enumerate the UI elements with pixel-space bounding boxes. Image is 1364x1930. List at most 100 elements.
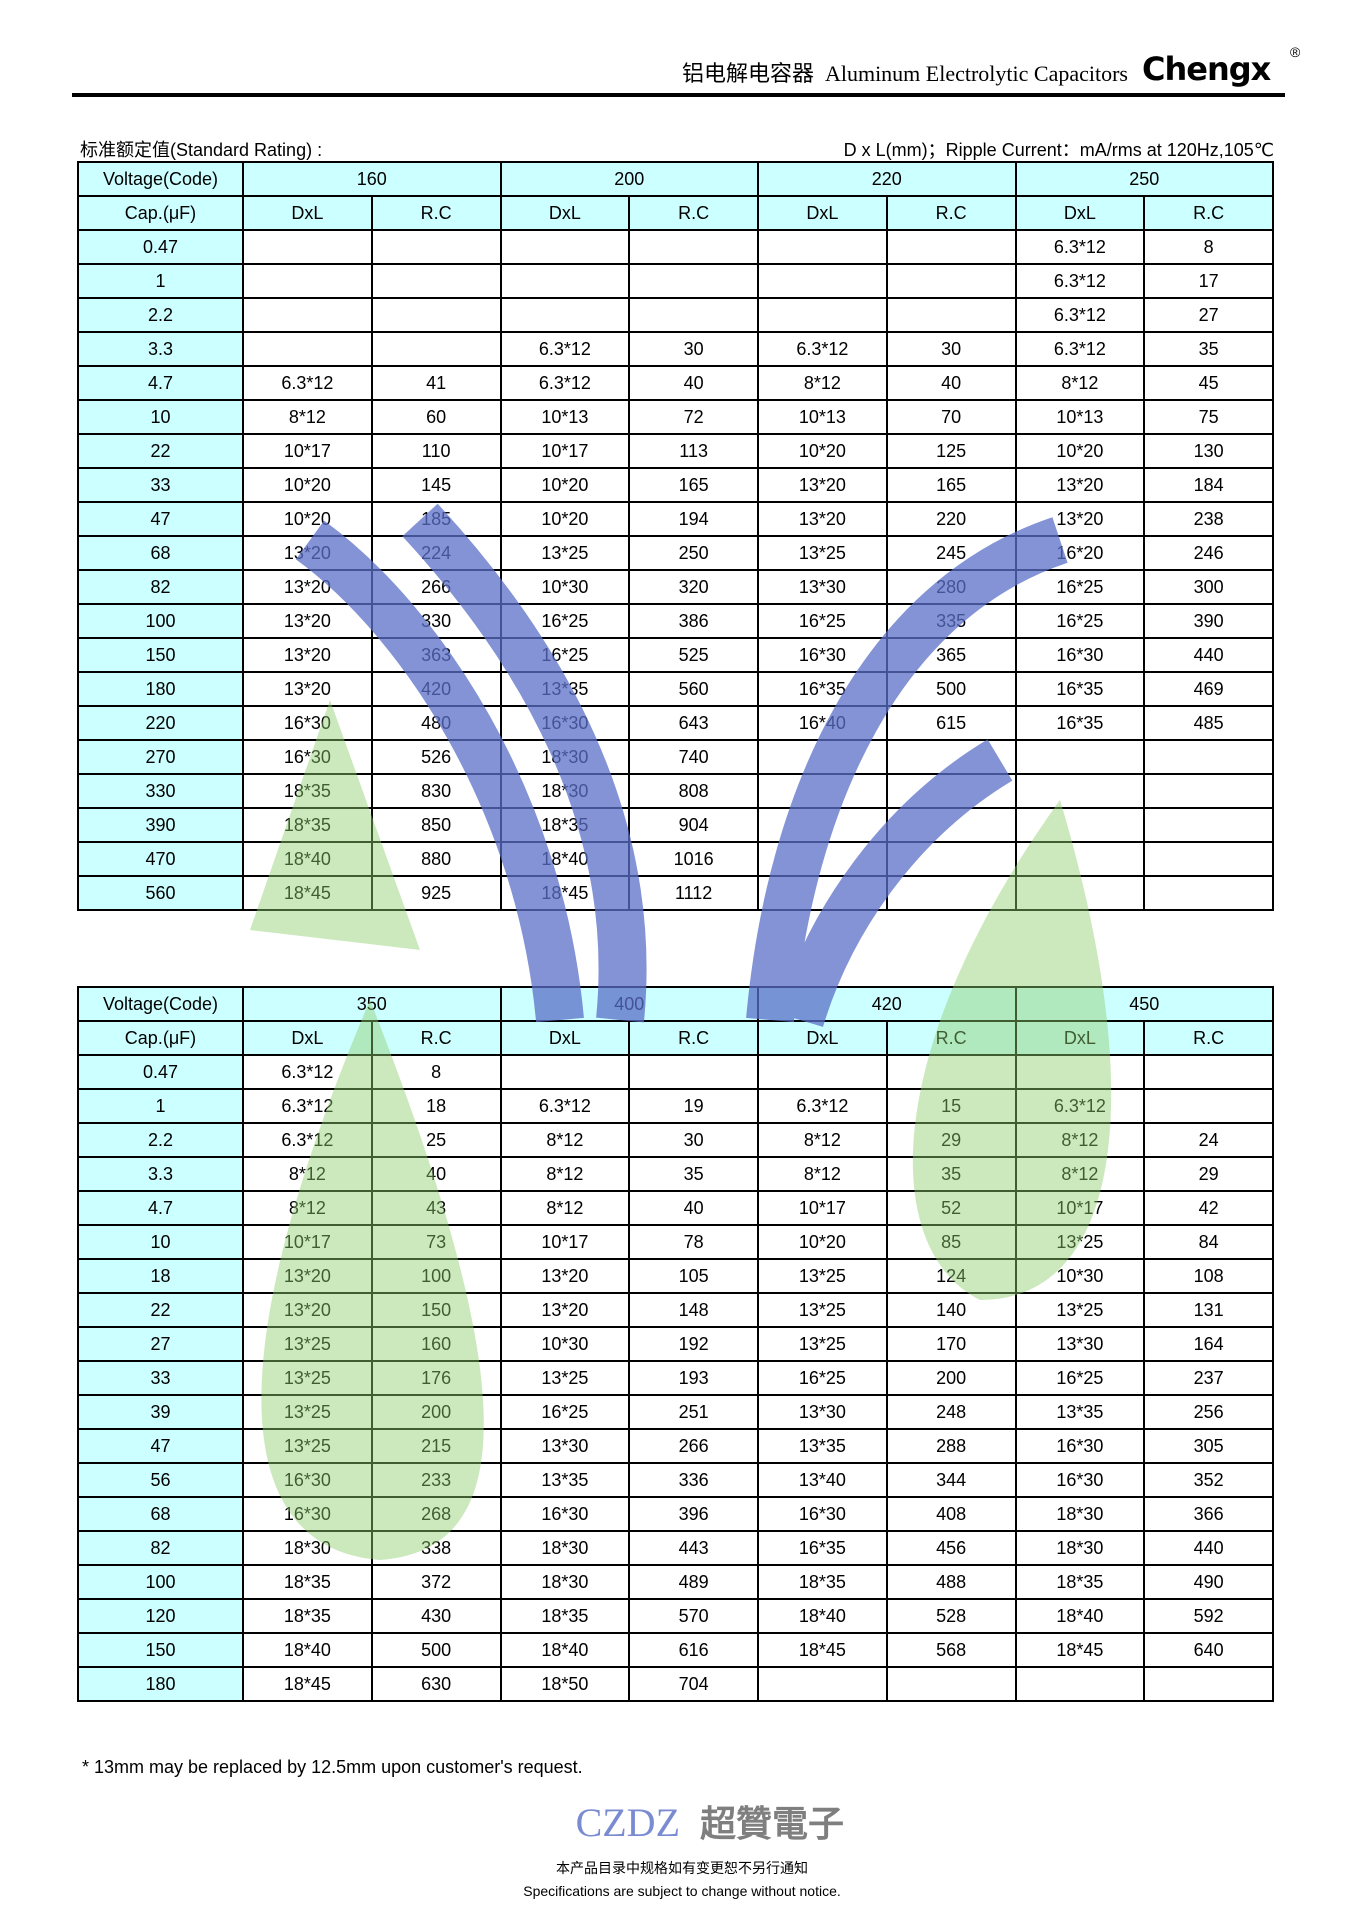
capacitance-cell: 330 <box>77 773 244 809</box>
dxl-cell: 13*25 <box>757 1292 888 1328</box>
ripple-current-cell: 105 <box>628 1258 759 1294</box>
voltage-header-row: Voltage(Code) 350 400 420 450 <box>77 986 1274 1022</box>
ripple-current-cell: 184 <box>1143 467 1274 503</box>
ripple-current-cell: 35 <box>628 1156 759 1192</box>
dxl-cell: 13*35 <box>1014 1394 1146 1430</box>
dxl-cell <box>1014 773 1146 809</box>
table-row: 120 18*35 430 18*35 570 18*40 528 18*40 592 <box>77 1598 1274 1634</box>
table-row: 150 18*40 500 18*40 616 18*45 568 18*45 640 <box>77 1632 1274 1668</box>
table-row: 100 13*20 330 16*25 386 16*25 335 16*25 390 <box>77 603 1274 639</box>
ripple-current-cell: 365 <box>885 637 1017 673</box>
footer-en: Specifications are subject to change wit… <box>523 1883 841 1899</box>
ripple-current-cell: 490 <box>1143 1564 1274 1600</box>
ripple-current-cell <box>885 263 1017 299</box>
ripple-current-cell: 41 <box>370 365 502 401</box>
dxl-cell <box>757 841 888 877</box>
ripple-current-cell: 170 <box>885 1326 1017 1362</box>
ripple-current-cell: 808 <box>628 773 759 809</box>
table-row: 0.47 6.3*12 8 <box>77 229 1274 265</box>
dxl-cell <box>1014 739 1146 775</box>
dxl-cell <box>242 331 373 367</box>
ripple-current-cell: 592 <box>1143 1598 1274 1634</box>
capacitance-cell: 120 <box>77 1598 244 1634</box>
ripple-current-cell: 630 <box>370 1666 502 1702</box>
ripple-current-cell: 110 <box>370 433 502 469</box>
dxl-cell: 16*25 <box>1014 569 1146 605</box>
capacitance-cell: 33 <box>77 1360 244 1396</box>
ripple-current-cell: 643 <box>628 705 759 741</box>
rc-header: R.C <box>628 1020 759 1056</box>
dxl-cell: 13*20 <box>242 1292 373 1328</box>
dxl-cell <box>499 297 631 333</box>
dxl-cell <box>1014 841 1146 877</box>
ripple-current-cell <box>885 773 1017 809</box>
ripple-current-cell: 160 <box>370 1326 502 1362</box>
dxl-cell: 13*20 <box>1014 467 1146 503</box>
ripple-current-cell: 125 <box>885 433 1017 469</box>
dxl-cell <box>757 739 888 775</box>
capacitance-cell: 33 <box>77 467 244 503</box>
header-rule <box>72 93 1285 97</box>
ripple-current-cell: 238 <box>1143 501 1274 537</box>
table-row: 18 13*20 100 13*20 105 13*25 124 10*30 108 <box>77 1258 1274 1294</box>
capacitance-cell: 10 <box>77 399 244 435</box>
ripple-current-cell: 72 <box>628 399 759 435</box>
capacitance-cell: 560 <box>77 875 244 911</box>
ripple-current-cell: 266 <box>628 1428 759 1464</box>
dxl-cell: 16*30 <box>1014 637 1146 673</box>
ripple-current-cell: 185 <box>370 501 502 537</box>
dxl-cell: 18*30 <box>242 1530 373 1566</box>
dxl-cell: 10*17 <box>242 433 373 469</box>
table-row: 39 13*25 200 16*25 251 13*30 248 13*35 256 <box>77 1394 1274 1430</box>
dxl-cell: 13*30 <box>1014 1326 1146 1362</box>
ripple-current-cell: 29 <box>1143 1156 1274 1192</box>
ripple-current-cell: 200 <box>370 1394 502 1430</box>
dxl-cell: 8*12 <box>499 1156 631 1192</box>
capacitance-cell: 68 <box>77 1496 244 1532</box>
dxl-cell: 18*35 <box>499 1598 631 1634</box>
dxl-cell: 16*35 <box>1014 705 1146 741</box>
ripple-current-cell: 1016 <box>628 841 759 877</box>
ripple-current-cell <box>370 297 502 333</box>
dxl-cell <box>499 263 631 299</box>
dxl-cell: 16*40 <box>757 705 888 741</box>
dxl-cell: 10*17 <box>1014 1190 1146 1226</box>
ripple-current-cell: 148 <box>628 1292 759 1328</box>
table-row: 2.2 6.3*12 25 8*12 30 8*12 29 8*12 24 <box>77 1122 1274 1158</box>
dxl-cell: 13*35 <box>499 1462 631 1498</box>
ripple-current-cell: 30 <box>628 1122 759 1158</box>
dxl-cell <box>757 297 888 333</box>
table-row: 270 16*30 526 18*30 740 <box>77 739 1274 775</box>
ripple-current-cell: 500 <box>370 1632 502 1668</box>
capacitance-cell: 470 <box>77 841 244 877</box>
dxl-cell: 18*30 <box>1014 1530 1146 1566</box>
ripple-current-cell: 560 <box>628 671 759 707</box>
table-row: 3.3 6.3*12 30 6.3*12 30 6.3*12 35 <box>77 331 1274 367</box>
dxl-cell: 13*25 <box>242 1428 373 1464</box>
dxl-cell: 6.3*12 <box>242 1054 373 1090</box>
dxl-cell <box>757 263 888 299</box>
capacitance-cell: 22 <box>77 1292 244 1328</box>
capacitance-cell: 1 <box>77 1088 244 1124</box>
ripple-current-cell: 386 <box>628 603 759 639</box>
table-row: 56 16*30 233 13*35 336 13*40 344 16*30 352 <box>77 1462 1274 1498</box>
dxl-cell: 13*25 <box>242 1326 373 1362</box>
dxl-cell: 18*40 <box>1014 1598 1146 1634</box>
dxl-cell: 13*25 <box>242 1360 373 1396</box>
ripple-current-cell: 17 <box>1143 263 1274 299</box>
table-row: 33 10*20 145 10*20 165 13*20 165 13*20 184 <box>77 467 1274 503</box>
capacitance-cell: 100 <box>77 603 244 639</box>
ripple-current-cell: 330 <box>370 603 502 639</box>
dxl-cell: 8*12 <box>1014 1122 1146 1158</box>
ripple-current-cell <box>885 739 1017 775</box>
ripple-current-cell: 248 <box>885 1394 1017 1430</box>
ripple-current-cell: 704 <box>628 1666 759 1702</box>
dxl-cell: 18*30 <box>499 739 631 775</box>
ripple-current-cell: 430 <box>370 1598 502 1634</box>
rating-table-2: Voltage(Code) 350 400 420 450 Cap.(μF) DxL R.C D… <box>77 986 1274 1702</box>
dxl-cell <box>1014 1054 1146 1090</box>
dxl-cell: 18*35 <box>242 1598 373 1634</box>
table-row: 100 18*35 372 18*30 489 18*35 488 18*35 490 <box>77 1564 1274 1600</box>
dxl-cell: 10*20 <box>1014 433 1146 469</box>
ripple-current-cell: 220 <box>885 501 1017 537</box>
